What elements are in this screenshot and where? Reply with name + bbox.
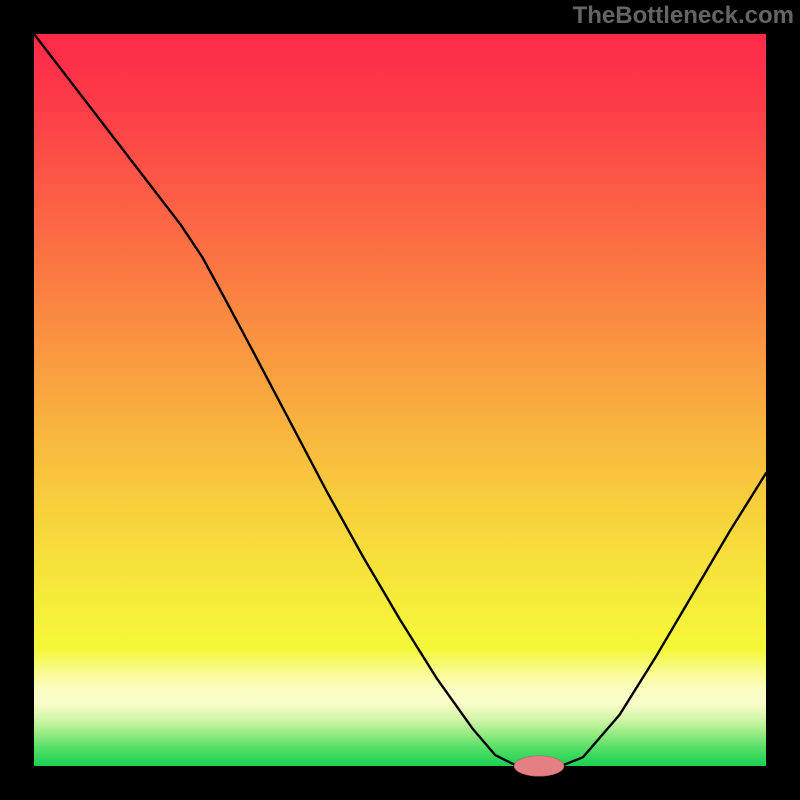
- bottleneck-chart: [0, 0, 800, 800]
- sweet-spot-marker: [514, 756, 564, 776]
- watermark-text: TheBottleneck.com: [573, 2, 794, 30]
